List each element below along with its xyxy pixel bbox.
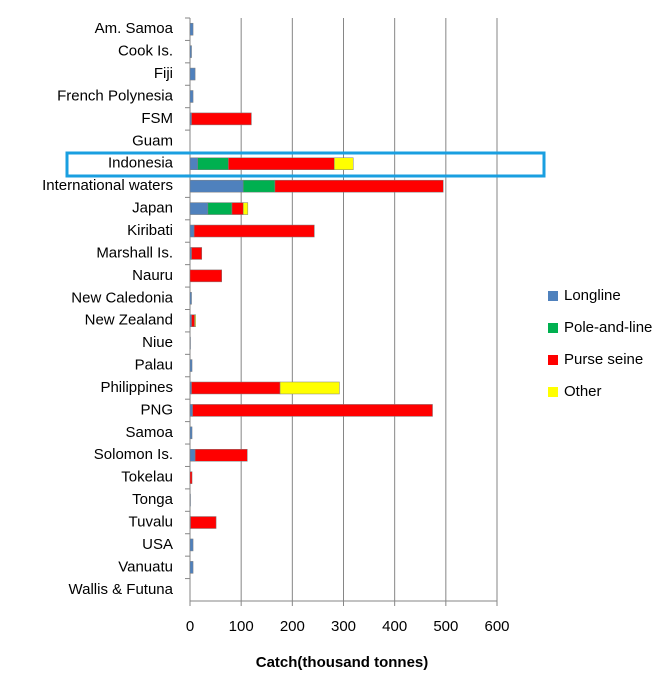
bar-segment <box>189 157 198 170</box>
y-tick-label: Niue <box>142 334 173 351</box>
bar-segment <box>242 179 276 193</box>
y-tick-label: New Caledonia <box>71 289 173 306</box>
legend-swatch <box>548 323 558 333</box>
bar-segment <box>189 269 222 283</box>
bar-segment <box>189 426 193 440</box>
bar-segment <box>189 22 194 36</box>
bar-segment <box>197 157 229 170</box>
y-tick-label: Wallis & Futuna <box>69 581 174 598</box>
bar-segment <box>192 404 433 417</box>
highlight-box <box>65 151 546 178</box>
bar-segment <box>189 404 193 417</box>
bar-segment <box>194 449 248 462</box>
x-tick-label: 100 <box>229 618 254 635</box>
y-tick-label: Cook Is. <box>118 43 173 60</box>
bar-segment <box>189 179 244 193</box>
y-tick-label: Fiji <box>154 65 173 82</box>
legend-label: Other <box>564 383 602 400</box>
y-tick-label: Samoa <box>125 424 173 441</box>
x-tick-label: 200 <box>280 618 305 635</box>
y-tick-label: Tonga <box>132 491 174 508</box>
bar-segment <box>193 224 315 238</box>
bar-segment <box>189 224 195 238</box>
legend-label: Longline <box>564 287 621 304</box>
y-tick-label: FSM <box>141 110 173 127</box>
y-tick-label: PNG <box>140 401 173 418</box>
x-tick-label: 500 <box>433 618 458 635</box>
bar-segment <box>191 314 195 327</box>
legend-label: Purse seine <box>564 351 643 368</box>
bar-segment <box>189 45 192 58</box>
bar-segment <box>189 336 191 350</box>
y-tick-label: Vanuatu <box>118 558 173 575</box>
y-tick-label: Japan <box>132 200 173 217</box>
y-tick-label: International waters <box>42 177 173 194</box>
y-tick-label: Marshall Is. <box>96 244 173 261</box>
bar-segment <box>231 202 244 215</box>
bar-segment <box>334 157 354 170</box>
legend-swatch <box>548 291 558 301</box>
x-tick-label: 0 <box>186 618 194 635</box>
bar-segment <box>228 157 335 170</box>
bar-segment <box>191 381 281 395</box>
bar-segment <box>189 67 196 81</box>
x-tick-label: 400 <box>382 618 407 635</box>
bar-segment <box>242 202 249 215</box>
bar-segment <box>189 292 192 305</box>
bar-segment <box>189 561 194 574</box>
bar-segment <box>207 202 233 215</box>
bar-segment <box>189 202 209 215</box>
y-tick-label: Tuvalu <box>129 513 173 530</box>
bar-segment <box>279 381 340 395</box>
bar-segment <box>189 359 193 372</box>
bar-segment <box>189 471 193 484</box>
y-tick-label: Palau <box>135 357 173 374</box>
y-tick-label: Kiribati <box>127 222 173 239</box>
bar-segment <box>189 538 194 552</box>
y-tick-label: French Polynesia <box>57 87 174 104</box>
y-tick-label: USA <box>142 536 173 553</box>
bar-segment <box>190 516 217 529</box>
y-tick-label: Am. Samoa <box>95 20 174 37</box>
y-tick-label: Tokelau <box>121 469 173 486</box>
y-tick-label: Guam <box>132 132 173 149</box>
bar-segment <box>194 314 196 327</box>
y-tick-label: Nauru <box>132 267 173 284</box>
legend-swatch <box>548 355 558 365</box>
bar-segment <box>191 247 203 260</box>
legend-label: Pole-and-line <box>564 319 652 336</box>
bar-segment <box>189 90 194 103</box>
x-tick-label: 300 <box>331 618 356 635</box>
legend-swatch <box>548 387 558 397</box>
y-tick-label: New Zealand <box>85 312 173 329</box>
bar-segment <box>189 493 191 507</box>
bar-segment <box>189 449 196 462</box>
y-tick-label: Solomon Is. <box>94 446 173 463</box>
bar-segment <box>191 112 252 126</box>
x-tick-label: 600 <box>484 618 509 635</box>
bar-segment <box>274 179 444 193</box>
y-tick-label: Philippines <box>100 379 173 396</box>
x-axis-title: Catch(thousand tonnes) <box>256 654 429 671</box>
y-tick-label: Indonesia <box>108 155 174 172</box>
